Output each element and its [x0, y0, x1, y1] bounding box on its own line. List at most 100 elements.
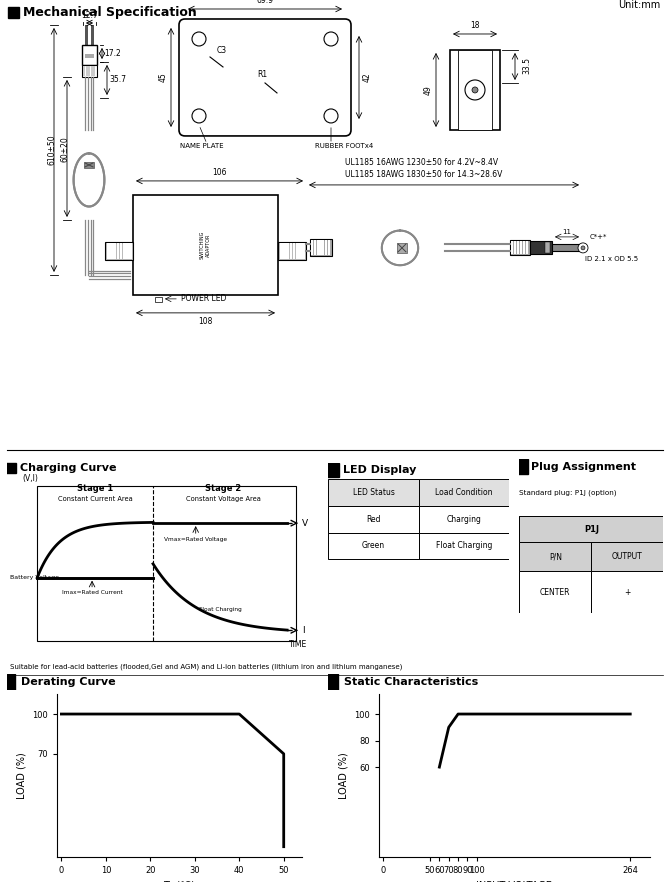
Text: 12.7: 12.7 — [81, 11, 98, 20]
Text: OUTPUT: OUTPUT — [612, 552, 643, 561]
Text: 49: 49 — [423, 85, 433, 95]
Text: Green: Green — [362, 542, 385, 550]
Text: 45: 45 — [159, 72, 168, 82]
Text: Load Condition: Load Condition — [436, 489, 492, 497]
Bar — [289, 243, 292, 259]
Bar — [397, 243, 407, 253]
Text: LED Display: LED Display — [343, 466, 416, 475]
Bar — [123, 243, 125, 259]
Bar — [328, 674, 338, 690]
Bar — [126, 243, 129, 259]
Bar — [7, 674, 15, 690]
Text: 35.7: 35.7 — [109, 76, 126, 85]
Text: P/N: P/N — [549, 552, 561, 561]
Circle shape — [192, 32, 206, 46]
Circle shape — [324, 109, 338, 123]
X-axis label: Ta (℃): Ta (℃) — [163, 881, 195, 882]
Bar — [328, 480, 419, 506]
Text: CENTER: CENTER — [540, 587, 571, 596]
Y-axis label: LOAD (%): LOAD (%) — [338, 752, 348, 799]
Text: Suitable for lead-acid batteries (flooded,Gel and AGM) and Li-ion batteries (lit: Suitable for lead-acid batteries (floode… — [10, 663, 403, 669]
Bar — [283, 243, 285, 259]
X-axis label: INPUT VOLTAGE: INPUT VOLTAGE — [476, 881, 552, 882]
Text: Imax=Rated Current: Imax=Rated Current — [62, 589, 123, 594]
Text: Derating Curve: Derating Curve — [21, 676, 116, 687]
Bar — [514, 241, 517, 254]
Bar — [91, 25, 94, 45]
Bar — [296, 243, 299, 259]
Bar — [310, 239, 332, 256]
Bar — [519, 516, 663, 542]
Bar — [314, 240, 316, 255]
Text: R1: R1 — [257, 70, 267, 79]
Text: 33.5: 33.5 — [522, 57, 531, 74]
Bar — [458, 50, 492, 130]
Bar — [110, 243, 113, 259]
Text: Battery Voltage: Battery Voltage — [10, 575, 59, 580]
Bar — [545, 242, 550, 253]
Bar — [129, 243, 132, 259]
Text: C*+*: C*+* — [590, 234, 608, 240]
Bar — [322, 463, 339, 477]
Bar — [293, 243, 295, 259]
Bar — [328, 533, 419, 559]
Circle shape — [472, 87, 478, 93]
Bar — [591, 572, 663, 613]
Bar — [84, 162, 94, 168]
Bar — [105, 242, 133, 260]
Bar — [517, 241, 519, 254]
Polygon shape — [82, 45, 97, 65]
Text: P1J: P1J — [584, 525, 599, 534]
Text: Stage 2: Stage 2 — [205, 484, 241, 493]
Bar — [120, 243, 123, 259]
Bar — [93, 66, 95, 76]
Bar — [8, 7, 19, 18]
Bar — [133, 195, 278, 295]
Text: 106: 106 — [212, 168, 226, 177]
Text: 108: 108 — [198, 317, 212, 325]
Text: ID 2.1 x OD 5.5: ID 2.1 x OD 5.5 — [585, 256, 638, 262]
Bar — [117, 243, 119, 259]
Bar — [520, 241, 523, 254]
Bar — [519, 542, 591, 572]
Text: Float Charging: Float Charging — [199, 608, 241, 612]
Circle shape — [578, 243, 588, 253]
Bar — [286, 243, 289, 259]
Bar — [1, 462, 16, 473]
Bar — [591, 542, 663, 572]
Bar — [519, 516, 663, 613]
Text: 69.9: 69.9 — [257, 0, 273, 5]
Text: LED Status: LED Status — [352, 489, 395, 497]
Text: UL1185 16AWG 1230±50 for 4.2V~8.4V: UL1185 16AWG 1230±50 for 4.2V~8.4V — [345, 158, 498, 167]
Bar — [322, 240, 324, 255]
Text: Static Characteristics: Static Characteristics — [344, 676, 478, 687]
Text: 60±20: 60±20 — [60, 136, 70, 161]
Text: 610±50: 610±50 — [48, 135, 56, 165]
Bar — [90, 66, 92, 76]
Text: Stage 1: Stage 1 — [77, 484, 113, 493]
Text: Red: Red — [366, 515, 381, 524]
Bar — [419, 506, 509, 533]
Bar — [514, 459, 527, 475]
Bar — [155, 297, 162, 302]
Circle shape — [192, 109, 206, 123]
Text: Float Charging: Float Charging — [436, 542, 492, 550]
Text: V: V — [302, 519, 308, 527]
Bar — [320, 240, 322, 255]
Text: SWITCHING
ADAPTOR: SWITCHING ADAPTOR — [200, 231, 211, 259]
Bar — [278, 242, 306, 260]
Bar — [280, 243, 283, 259]
Circle shape — [581, 246, 585, 250]
Text: 11: 11 — [563, 229, 572, 235]
Bar — [523, 241, 525, 254]
Bar — [328, 240, 330, 255]
Bar — [450, 50, 500, 130]
Bar — [83, 66, 85, 76]
Bar — [302, 243, 305, 259]
Bar — [317, 240, 319, 255]
Text: I: I — [302, 626, 305, 635]
Text: Mechanical Specification: Mechanical Specification — [23, 6, 197, 19]
Bar — [85, 54, 94, 58]
Bar — [526, 241, 529, 254]
Bar — [530, 241, 552, 254]
